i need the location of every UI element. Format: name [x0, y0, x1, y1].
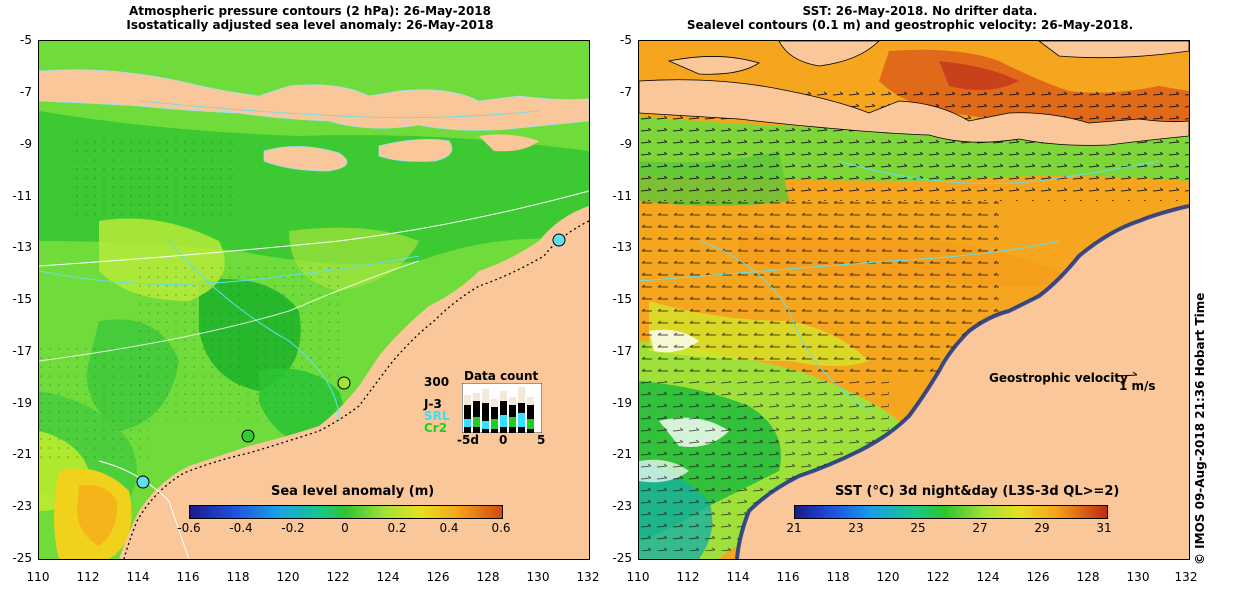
sla-map-graphic	[39, 41, 589, 559]
y-tick-label: -9	[620, 137, 632, 151]
data-count-x-label-start: -5d	[457, 433, 479, 447]
sst-colorbar-labels: 21 23 25 27 29 31	[774, 521, 1126, 537]
sla-colorbar	[189, 505, 503, 519]
x-tick-label: 124	[976, 570, 1000, 584]
x-tick-label: 122	[326, 570, 350, 584]
y-tick-label: -5	[20, 33, 32, 47]
sst-map[interactable]: Geostrophic velocity 1 m/s SST (°C) 3d n…	[638, 40, 1190, 560]
sst-cbar-label: 23	[848, 521, 864, 535]
sla-cbar-label: -0.2	[281, 521, 305, 535]
x-tick-label: 128	[1076, 570, 1100, 584]
y-tick-label: -15	[612, 292, 632, 306]
y-tick-label: -9	[20, 137, 32, 151]
y-tick-label: -13	[612, 240, 632, 254]
y-tick-label: -23	[12, 499, 32, 513]
velocity-scale-label: 1 m/s	[1119, 379, 1156, 393]
sla-map[interactable]: 300 Data count J-3 SRL Cr2 -5d 0 5 Sea l…	[38, 40, 590, 560]
x-tick-label: 132	[1174, 570, 1198, 584]
data-count-inset: 300 Data count J-3 SRL Cr2 -5d 0 5	[424, 369, 554, 449]
sst-cbar-label: 21	[786, 521, 802, 535]
right-title-line1: SST: 26-May-2018. No drifter data.	[802, 4, 1038, 18]
y-tick-label: -15	[12, 292, 32, 306]
x-tick-label: 126	[426, 570, 450, 584]
x-tick-label: 116	[176, 570, 200, 584]
x-tick-label: 112	[676, 570, 700, 584]
x-tick-label: 110	[626, 570, 650, 584]
y-tick-label: -7	[20, 85, 32, 99]
x-tick-label: 114	[726, 570, 750, 584]
sla-cbar-label: 0	[341, 521, 349, 535]
y-tick-label: -11	[12, 189, 32, 203]
sla-cbar-label: 0.4	[439, 521, 459, 535]
y-tick-label: -25	[612, 551, 632, 565]
y-tick-label: -21	[12, 447, 32, 461]
sst-cbar-label: 27	[972, 521, 988, 535]
x-tick-label: 120	[876, 570, 900, 584]
y-tick-label: -19	[612, 396, 632, 410]
sst-colorbar	[794, 505, 1108, 519]
series-label-srl: SRL	[424, 409, 450, 423]
sla-cbar-label: -0.6	[177, 521, 201, 535]
right-title-line2: Sealevel contours (0.1 m) and geostrophi…	[686, 18, 1134, 32]
sst-cbar-label: 31	[1096, 521, 1112, 535]
left-title-line1: Atmospheric pressure contours (2 hPa): 2…	[128, 4, 491, 18]
imos-credit: © IMOS 09-Aug-2018 21:36 Hobart Time	[1193, 292, 1207, 565]
left-title-line2: Isostatically adjusted sea level anomaly…	[126, 18, 494, 32]
data-count-title: Data count	[464, 369, 539, 383]
sla-colorbar-labels: -0.6 -0.4 -0.2 0 0.2 0.4 0.6	[169, 521, 521, 537]
sla-cbar-label: 0.6	[491, 521, 511, 535]
y-tick-label: -13	[12, 240, 32, 254]
y-tick-label: -17	[612, 344, 632, 358]
x-tick-label: 130	[1126, 570, 1150, 584]
y-tick-label: -11	[612, 189, 632, 203]
data-count-x-label-end: 5	[537, 433, 546, 447]
series-label-cr2: Cr2	[424, 421, 448, 435]
y-tick-label: -21	[612, 447, 632, 461]
y-tick-label: -25	[12, 551, 32, 565]
x-tick-label: 124	[376, 570, 400, 584]
sst-cbar-label: 25	[910, 521, 926, 535]
x-tick-label: 126	[1026, 570, 1050, 584]
velocity-legend-label: Geostrophic velocity	[989, 371, 1128, 385]
velocity-scale-arrow-icon	[1117, 371, 1138, 377]
sst-map-graphic	[639, 41, 1189, 559]
x-tick-label: 118	[826, 570, 850, 584]
y-tick-label: -19	[12, 396, 32, 410]
sst-colorbar-title: SST (°C) 3d night&day (L3S-3d QL>=2)	[835, 484, 1120, 499]
x-tick-label: 120	[276, 570, 300, 584]
y-tick-label: -23	[612, 499, 632, 513]
data-count-bars	[462, 383, 542, 433]
x-tick-label: 128	[476, 570, 500, 584]
data-count-max-label: 300	[424, 375, 450, 389]
x-tick-label: 116	[776, 570, 800, 584]
sla-cbar-label: -0.4	[229, 521, 253, 535]
y-tick-label: -7	[620, 85, 632, 99]
x-tick-label: 118	[226, 570, 250, 584]
y-tick-label: -17	[12, 344, 32, 358]
x-tick-label: 114	[126, 570, 150, 584]
sla-cbar-label: 0.2	[387, 521, 407, 535]
y-tick-label: -5	[620, 33, 632, 47]
series-label-j3: J-3	[424, 397, 442, 411]
sst-cbar-label: 29	[1034, 521, 1050, 535]
data-count-x-label-mid: 0	[499, 433, 508, 447]
x-tick-label: 110	[26, 570, 50, 584]
x-tick-label: 132	[576, 570, 600, 584]
x-tick-label: 122	[926, 570, 950, 584]
sla-colorbar-title: Sea level anomaly (m)	[271, 484, 435, 499]
x-tick-label: 130	[526, 570, 550, 584]
x-tick-label: 112	[76, 570, 100, 584]
